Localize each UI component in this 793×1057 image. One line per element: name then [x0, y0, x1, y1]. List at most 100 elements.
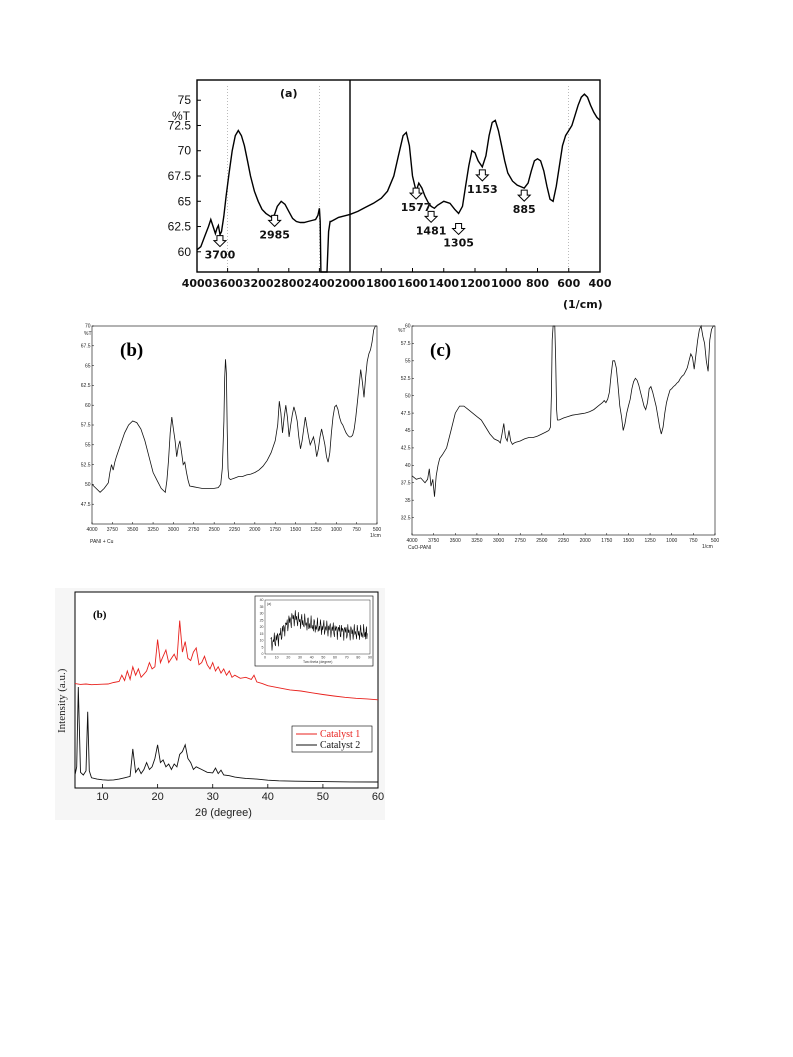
- y-axis-label-b: %T: [84, 331, 92, 337]
- x-tick-label-b: 750: [352, 527, 361, 533]
- peak-label: 1153: [467, 183, 498, 196]
- x-tick-label-b: 1500: [290, 527, 301, 533]
- y-tick-label-b: 52.5: [81, 462, 91, 468]
- x-tick-label-c: 1500: [623, 538, 634, 544]
- inset-y-tick-label: 25: [260, 618, 264, 622]
- y-tick-label-c: 32.5: [401, 515, 411, 521]
- x-tick-label-b: 2000: [249, 527, 260, 533]
- peak-annotation: 1481: [416, 210, 446, 237]
- x-tick-label-a: 2400: [304, 277, 335, 290]
- x-tick-label-a: 1200: [460, 277, 491, 290]
- y-tick-label-c: 50: [405, 393, 411, 399]
- ftir-line-a: [196, 93, 601, 273]
- down-arrow-icon: [423, 210, 439, 224]
- y-tick-label-c: 60: [405, 324, 411, 330]
- y-tick-label-c: 45: [405, 428, 411, 434]
- x-axis-label-xrd: 2θ (degree): [195, 807, 252, 819]
- ftir-chart-c: %T (c) 1/cm CuO-PANI 60 57.5 55 52.5 50 47.5 4…: [398, 318, 720, 551]
- peak-label: 1305: [443, 236, 474, 249]
- y-tick-label-c: 55: [405, 359, 411, 365]
- x-tick-label-b: 3250: [148, 527, 159, 533]
- inset-y-tick-label: 40: [260, 598, 264, 602]
- xrd-line-catalyst-2: [74, 686, 379, 783]
- inset-x-tick-label: 10: [275, 656, 279, 660]
- inset-x-tick-label: 90: [368, 656, 372, 660]
- plot-frame-b: [91, 325, 378, 525]
- inset-x-tick-label: 80: [356, 656, 360, 660]
- peak-annotation: 1153: [467, 169, 498, 196]
- x-tick-label-c: 1750: [601, 538, 612, 544]
- x-tick-label-a: 4000: [182, 277, 213, 290]
- x-tick-label-a: 1400: [428, 277, 459, 290]
- inset-x-tick-label: 40: [310, 656, 314, 660]
- panel-label-c: (c): [430, 340, 451, 361]
- x-tick-label-xrd: 60: [372, 791, 384, 803]
- legend-box: [291, 725, 373, 753]
- x-tick-label-a: 1000: [491, 277, 522, 290]
- x-tick-label-a: 2800: [273, 277, 304, 290]
- x-tick-label-c: 2000: [580, 538, 591, 544]
- y-tick-label-b: 70: [85, 324, 91, 330]
- plot-frame-c: [411, 325, 716, 536]
- legend-label-catalyst-1: Catalyst 1: [320, 729, 360, 740]
- x-tick-label-c: 1250: [645, 538, 656, 544]
- down-arrow-icon: [408, 187, 424, 200]
- peak-annotation: 2985: [259, 214, 290, 241]
- x-tick-label-a: 2000: [335, 277, 366, 290]
- xrd-chart-svg: (b) Intensity (a.u.) 2θ (degree) 10 20 30 4…: [56, 591, 384, 819]
- down-arrow-icon: [517, 189, 532, 202]
- x-tick-label-c: 2500: [536, 538, 547, 544]
- y-tick-label-a: 75: [178, 93, 192, 107]
- x-tick-label-xrd: 10: [96, 791, 108, 803]
- inset-y-tick-label: 35: [260, 605, 264, 609]
- y-tick-label-b: 60: [85, 403, 91, 409]
- y-tick-label-c: 40: [405, 463, 411, 469]
- inset-y-tick-label: 10: [260, 639, 264, 643]
- footer-label-b: PANI + Cu: [90, 539, 114, 545]
- peak-label: 885: [513, 203, 536, 216]
- x-tick-label-xrd: 20: [152, 791, 164, 803]
- panel-label-xrd: (b): [93, 609, 107, 621]
- x-axis-label-c: 1/cm: [702, 544, 713, 550]
- x-tick-label-a: 1800: [366, 277, 397, 290]
- inset-x-tick-label: 30: [298, 656, 302, 660]
- y-tick-label-b: 67.5: [81, 344, 91, 350]
- x-tick-label-b: 4000: [86, 527, 97, 533]
- inset-x-axis-label: Two theta (degree): [303, 660, 332, 664]
- x-tick-label-b: 500: [373, 527, 382, 533]
- ftir-chart-b-svg: %T (b) 1/cm PANI + Cu 70 67.5 65 62.5 60 57.5…: [81, 324, 382, 545]
- y-tick-label-a: 70: [178, 144, 192, 158]
- y-tick-label-c: 57.5: [401, 341, 411, 347]
- inset-xrd-line: [270, 610, 368, 651]
- ftir-line-b: [91, 325, 377, 494]
- inset-y-tick-label: 0: [262, 652, 264, 656]
- y-tick-label-a: 67.5: [168, 169, 192, 183]
- y-axis-label-c: %T: [398, 328, 406, 334]
- y-tick-label-c: 52.5: [401, 376, 411, 382]
- x-tick-label-c: 2250: [558, 538, 569, 544]
- inset-y-tick-label: 5: [262, 645, 264, 649]
- x-tick-label-c: 3000: [493, 538, 504, 544]
- peak-label: 1577: [401, 201, 432, 214]
- inset-x-tick-label: 70: [345, 656, 349, 660]
- x-tick-label-c: 3250: [471, 538, 482, 544]
- inset-frame: [254, 595, 374, 667]
- x-tick-label-c: 750: [689, 538, 698, 544]
- ftir-chart-a: (a) %T (1/cm) 75 72.5 70 67.5 65 62.5 60 4000 3…: [150, 79, 620, 330]
- x-axis-label-a: (1/cm): [563, 298, 603, 311]
- x-tick-label-a: 3200: [243, 277, 274, 290]
- down-arrow-icon: [451, 222, 466, 236]
- ftir-line-c: [411, 324, 715, 497]
- inset-x-tick-label: 20: [286, 656, 290, 660]
- x-tick-label-c: 500: [711, 538, 720, 544]
- panel-label-b: (b): [120, 340, 143, 361]
- y-tick-label-b: 50: [85, 482, 91, 488]
- y-tick-label-c: 37.5: [401, 480, 411, 486]
- ftir-chart-b: %T (b) 1/cm PANI + Cu 70 67.5 65 62.5 60 57.5…: [81, 318, 382, 548]
- x-tick-label-c: 3500: [450, 538, 461, 544]
- y-tick-label-b: 57.5: [81, 423, 91, 429]
- down-arrow-icon: [212, 235, 228, 248]
- y-axis-label-a: %T: [172, 109, 191, 123]
- x-tick-label-b: 2250: [229, 527, 240, 533]
